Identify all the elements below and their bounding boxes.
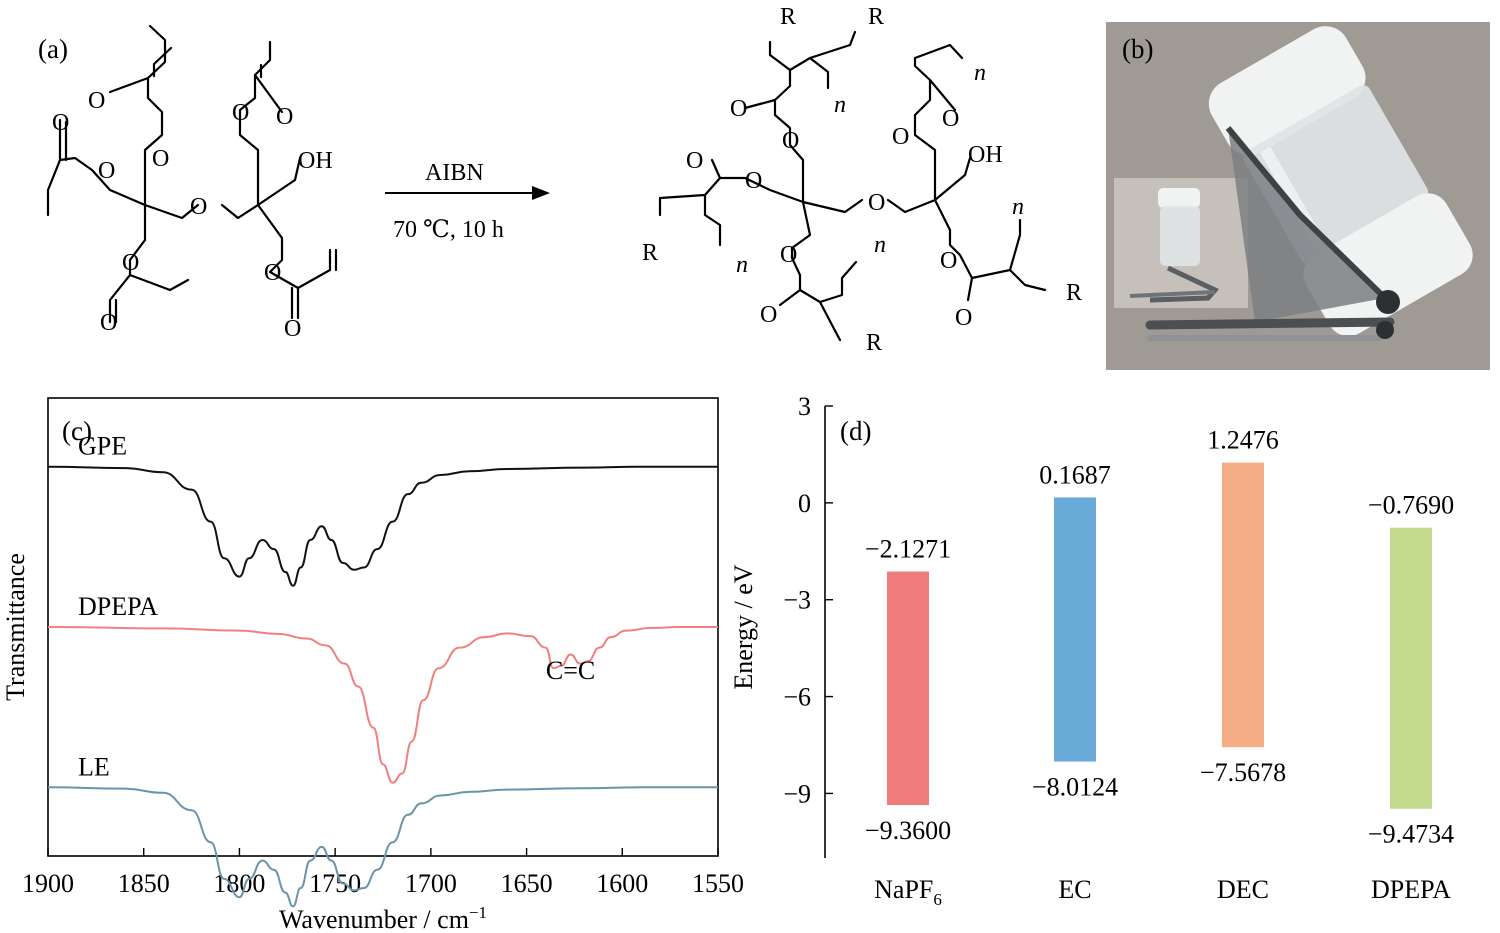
bar-top-label: −0.7690 [1368,491,1454,520]
atom-o: O [264,260,281,286]
bar-top-label: 1.2476 [1207,426,1279,455]
panel-d-label: (d) [840,416,871,446]
category-label: DPEPA [1371,875,1451,904]
atom-o: O [88,88,105,114]
x-tick-label: 1550 [692,869,744,898]
bar-bottom-label: −9.4734 [1368,820,1454,849]
series-line-dpepa [47,626,718,784]
panel-b-photo: (b) [1106,22,1490,370]
binder-clip [1145,126,1400,341]
atom-r: R [868,4,884,30]
atom-oh: OH [298,148,333,174]
conditions-label: 70 ℃, 10 h [393,217,504,243]
atom-o: O [745,168,762,194]
y-tick-label: −9 [783,779,811,808]
x-tick-label: 1900 [22,869,74,898]
x-tick-label: 1650 [501,869,553,898]
x-tick-label: 1600 [596,869,648,898]
atom-o: O [276,104,293,130]
atom-r: R [642,240,658,266]
atom-o: O [232,100,249,126]
bar-dpepa [1390,527,1432,809]
bar-napf [887,571,929,806]
atom-o: O [955,305,972,331]
atom-o: O [780,242,797,268]
atom-o: O [152,146,169,172]
panel-a: (a) O O O O O O O O O OH O O AIBN 70 ℃, … [38,4,1082,356]
y-axis-label: Transmittance [1,553,30,701]
series-label-le: LE [78,752,110,781]
atom-r: R [866,330,882,356]
atom-o: O [892,124,909,150]
atom-o: O [122,250,139,276]
x-tick-label: 1750 [309,869,361,898]
atom-r: R [780,4,796,30]
x-axis-label: Wavenumber / cm−1 [279,903,487,933]
atom-o: O [98,158,115,184]
category-label: EC [1058,875,1091,904]
atom-o: O [100,310,117,336]
series-label-gpe: GPE [78,432,127,461]
series-label-dpepa: DPEPA [78,592,158,621]
atom-n: n [1012,194,1024,220]
reaction-arrow: AIBN 70 ℃, 10 h [385,160,550,243]
bar-ec [1054,497,1096,762]
bar-bottom-label: −8.0124 [1032,773,1118,802]
y-tick-label: 3 [798,392,811,421]
panel-b-label: (b) [1122,34,1153,64]
x-tick-label: 1700 [405,869,457,898]
y-axis-label: Energy / eV [729,564,758,689]
reagent-label: AIBN [425,160,484,186]
polymer-structure: O O O O O O O O O OH O O R R R R R n n n… [642,4,1082,356]
atom-o: O [730,96,747,122]
bar-bottom-label: −9.3600 [865,816,951,845]
panel-c-chart: (c) 1900 1850 1800 1750 1700 1650 1600 1550 GPE… [1,397,744,933]
atom-o: O [942,106,959,132]
y-tick-label: −6 [783,683,811,712]
atom-n: n [974,60,986,86]
bar-bottom-label: −7.5678 [1200,758,1286,787]
panel-a-label: (a) [38,34,68,64]
atom-r: R [1066,280,1082,306]
bar-top-label: −2.1271 [865,535,951,564]
bar-top-label: 0.1687 [1039,460,1111,489]
atom-o: O [940,248,957,274]
annotation-cc: C=C [546,656,595,685]
category-label: NaPF6 [874,875,942,909]
small-vial [1129,188,1220,303]
atom-o: O [686,148,703,174]
x-tick-label: 1850 [118,869,170,898]
atom-n: n [874,232,886,258]
category-label: DEC [1217,875,1269,904]
atom-n: n [736,252,748,278]
monomer-structure: O O O O O O O O O OH O O [46,24,338,342]
atom-n: n [834,92,846,118]
atom-o: O [782,128,799,154]
atom-o: O [760,302,777,328]
polymer-bonds [658,30,1047,342]
x-tick-label: 1800 [213,869,265,898]
atom-o: O [284,316,301,342]
panel-c-label: (c) [62,416,92,446]
atom-o: O [868,190,885,216]
monomer-bonds [46,24,338,324]
series-line-gpe [47,465,718,587]
series-line-le [47,786,718,908]
atom-o: O [52,110,69,136]
atom-oh: OH [968,142,1003,168]
bar-dec [1222,462,1264,748]
atom-o: O [190,194,207,220]
y-tick-label: −3 [783,586,811,615]
y-tick-label: 0 [798,489,811,518]
panel-d-chart: (d) 3 0 −3 −6 −9 −2.1271 −9.3600 NaPF6 0.1687 −8… [729,392,1454,909]
